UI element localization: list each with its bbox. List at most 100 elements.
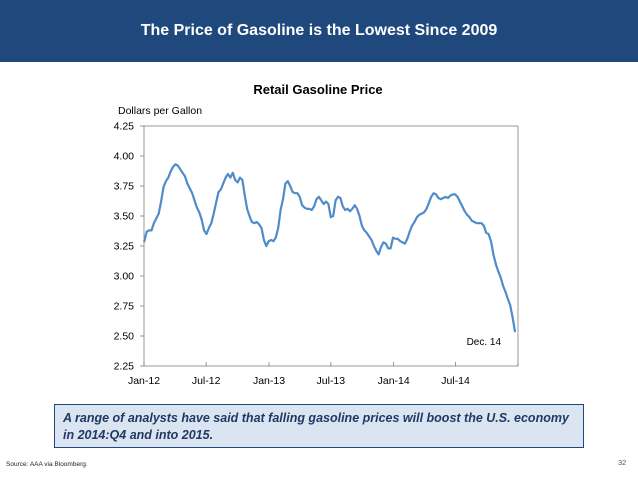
data-point [306, 207, 308, 210]
data-point [160, 200, 163, 203]
data-point [210, 222, 213, 225]
y-tick-label: 4.00 [114, 151, 135, 163]
y-tick-label: 2.50 [114, 331, 135, 343]
y-tick-label: 3.25 [114, 241, 135, 253]
data-point [384, 242, 387, 245]
data-point [224, 176, 227, 179]
data-point [303, 206, 306, 209]
data-point [373, 245, 375, 247]
data-point [234, 179, 237, 181]
data-point [456, 195, 459, 198]
title-banner: The Price of Gasoline is the Lowest Sinc… [0, 0, 638, 62]
data-point [334, 199, 337, 202]
data-point [389, 247, 392, 250]
data-point [392, 236, 394, 239]
x-tick-label: Jan-14 [378, 375, 410, 387]
data-point [320, 199, 323, 202]
series-group [143, 163, 517, 333]
x-tick-label: Jan-12 [128, 375, 160, 387]
data-point [174, 163, 177, 166]
data-point [298, 195, 301, 198]
y-tick-label: 3.75 [114, 181, 135, 193]
data-point [265, 245, 268, 247]
data-point [329, 216, 332, 219]
data-point [461, 205, 464, 208]
data-point [172, 165, 174, 168]
data-point [203, 229, 206, 232]
data-point [243, 194, 246, 197]
data-point [219, 188, 222, 191]
data-point [325, 200, 327, 203]
plot-area-border [143, 125, 519, 367]
y-tick-label: 4.25 [114, 121, 135, 133]
data-point [246, 207, 249, 210]
data-point [322, 203, 325, 205]
data-point [442, 197, 445, 199]
data-point [475, 222, 478, 225]
data-point [282, 198, 284, 201]
data-point [506, 297, 509, 300]
data-point [294, 192, 296, 195]
y-tick-label: 2.25 [114, 361, 135, 373]
callout-text: A range of analysts have said that falli… [63, 411, 569, 442]
data-point [497, 270, 500, 273]
data-point [150, 229, 153, 232]
data-point [344, 209, 347, 211]
data-point [365, 231, 368, 234]
data-point [318, 195, 320, 198]
data-point [463, 210, 466, 213]
data-point [485, 231, 488, 234]
data-point [459, 200, 461, 203]
data-point [167, 176, 170, 179]
data-point [143, 240, 146, 243]
data-point [308, 207, 311, 210]
data-point [315, 198, 318, 201]
data-point [296, 192, 299, 195]
data-point [509, 303, 511, 306]
data-point [286, 180, 289, 183]
data-point [437, 197, 440, 199]
data-point [396, 237, 399, 240]
data-point [394, 237, 397, 240]
data-point [239, 176, 241, 179]
data-point [277, 227, 280, 229]
data-point [212, 212, 215, 215]
data-point [428, 201, 430, 204]
data-point [418, 213, 421, 216]
data-point [332, 215, 335, 217]
data-point [339, 197, 342, 199]
data-point [375, 249, 378, 252]
annotation-label: Dec. 14 [467, 337, 502, 348]
y-axis: 2.25 2.50 2.75 3.00 3.25 3.50 3.75 4.00 4.25 [114, 121, 144, 373]
gasoline-price-chart: Retail Gasoline Price Dollars per Gallon… [114, 82, 519, 387]
data-point [377, 253, 380, 256]
data-point [449, 194, 452, 197]
data-point [148, 229, 151, 232]
data-point [423, 211, 425, 214]
data-point [480, 222, 483, 225]
data-point [200, 218, 203, 221]
data-point [231, 171, 234, 174]
data-point [291, 191, 294, 193]
data-point [181, 171, 184, 174]
data-point [514, 330, 516, 333]
data-point [215, 201, 218, 204]
data-point [222, 182, 225, 185]
data-point [346, 207, 349, 210]
data-point [420, 212, 423, 215]
data-point [451, 193, 454, 196]
data-point [511, 315, 514, 318]
data-point [260, 227, 263, 229]
data-point [435, 193, 437, 196]
data-point [258, 223, 260, 226]
data-point [399, 240, 402, 243]
data-point [380, 246, 382, 249]
data-point [487, 233, 490, 235]
data-point [301, 204, 303, 207]
data-point [272, 240, 275, 243]
data-point [382, 241, 385, 244]
series-line [143, 163, 517, 333]
data-point [416, 216, 418, 219]
data-point [444, 195, 447, 198]
y-tick-label: 3.00 [114, 271, 135, 283]
